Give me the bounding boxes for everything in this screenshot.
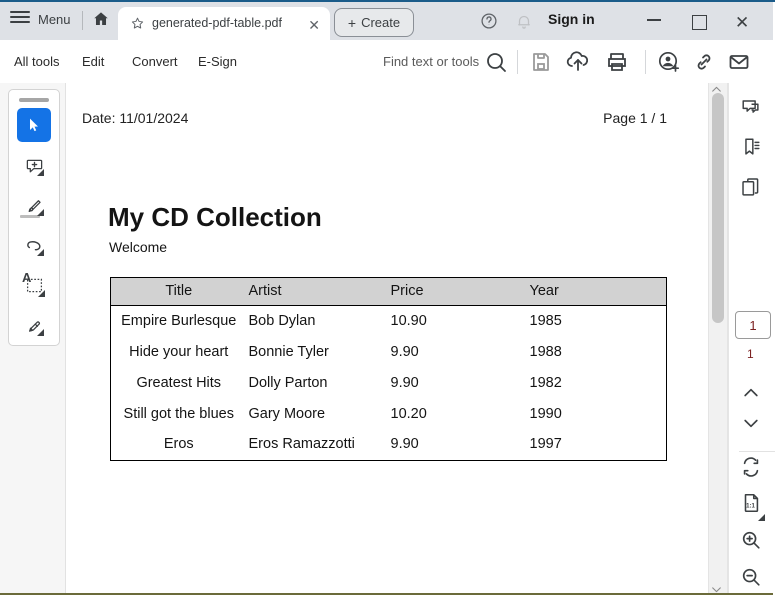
- svg-text:1:1: 1:1: [746, 503, 755, 509]
